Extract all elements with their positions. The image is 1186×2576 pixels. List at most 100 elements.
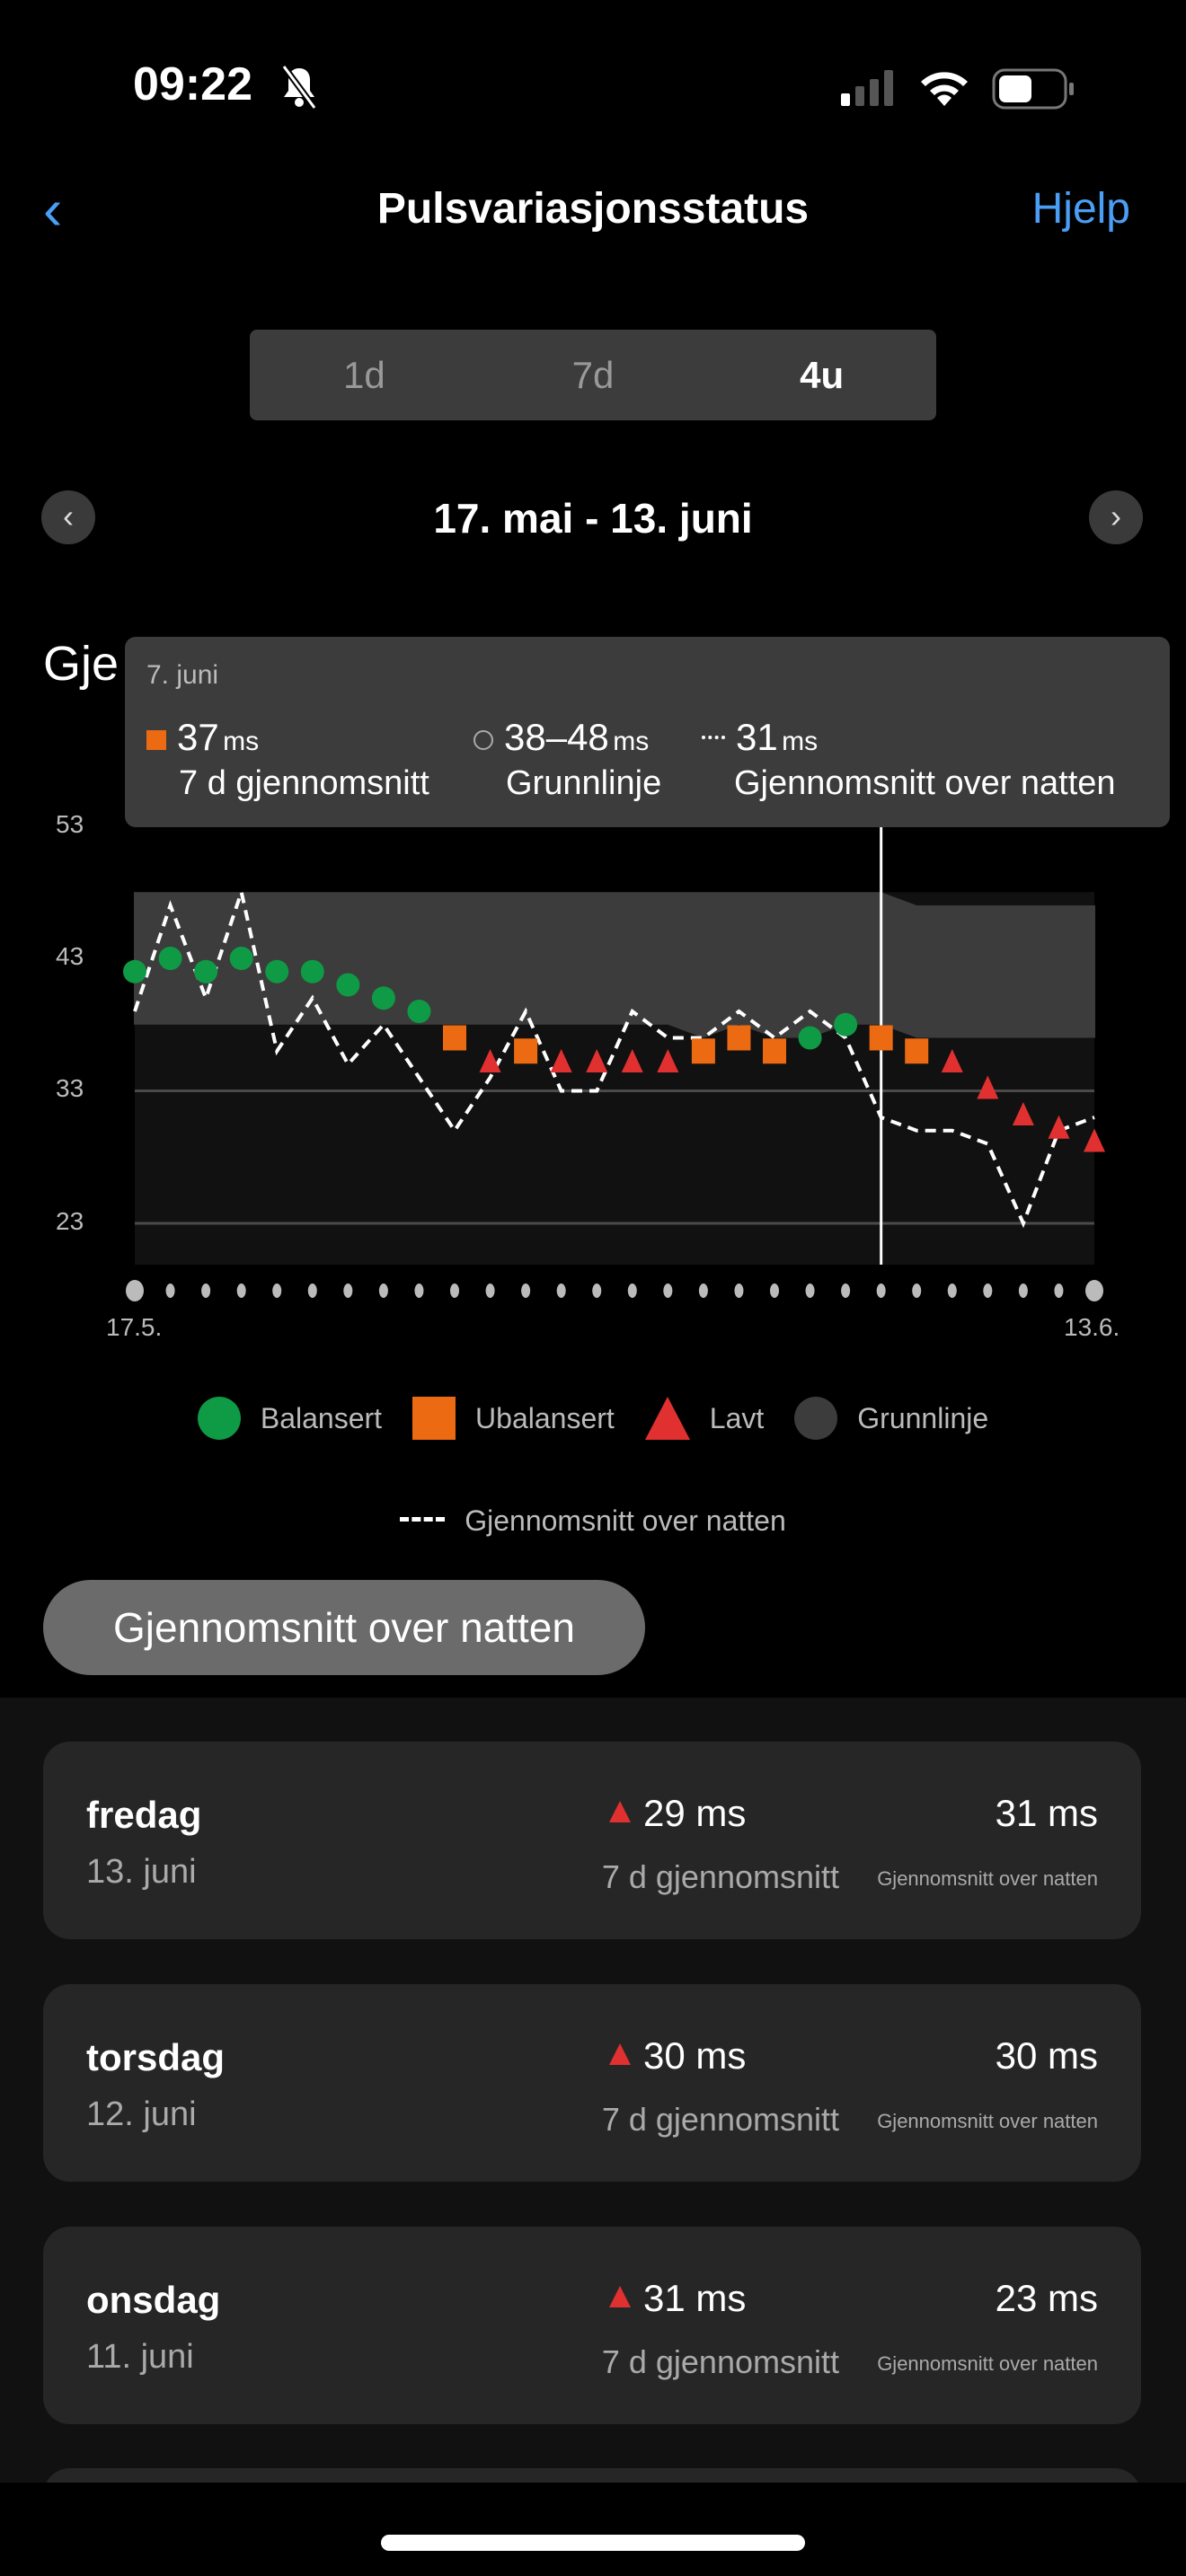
unbalanced-point	[691, 1038, 715, 1064]
tab-7d[interactable]: 7d	[571, 354, 615, 396]
x-axis-dot	[485, 1284, 495, 1298]
low-point	[1048, 1115, 1070, 1139]
x-axis-dot	[556, 1284, 566, 1298]
x-axis-dot	[770, 1284, 779, 1298]
unbalanced-point	[514, 1038, 538, 1064]
x-axis-dot	[201, 1284, 211, 1298]
square-icon	[146, 730, 166, 750]
x-axis-dot	[1054, 1284, 1064, 1298]
date-range: 17. mai - 13. juni	[433, 495, 753, 542]
balanced-point	[336, 973, 360, 997]
balanced-point	[194, 959, 218, 984]
circle-icon	[197, 1397, 241, 1440]
balanced-point	[407, 1000, 431, 1023]
balanced-point	[834, 1012, 858, 1037]
daily-list: fredag 13. juni 29 ms 7 d gjennomsnitt 31…	[0, 1698, 1186, 2483]
x-axis-dot	[663, 1284, 673, 1298]
triangle-icon	[609, 1801, 631, 1822]
y-tick-label: 43	[56, 942, 84, 970]
circle-icon	[794, 1397, 838, 1440]
chevron-left-icon: ‹	[63, 498, 74, 534]
x-axis-dot	[805, 1284, 815, 1298]
tooltip-overnight: 31 ms Gjennomsnitt over natten	[702, 716, 1116, 803]
tooltip-date: 7. juni	[146, 660, 219, 690]
balanced-point	[798, 1026, 822, 1050]
x-axis-dot	[876, 1284, 886, 1298]
legend-low: Lavt	[644, 1397, 764, 1440]
balanced-point	[123, 959, 146, 984]
unbalanced-point	[727, 1025, 751, 1051]
legend-balanced: Balansert	[197, 1397, 382, 1440]
x-axis-dot	[126, 1280, 144, 1301]
low-point	[1012, 1102, 1034, 1125]
chart-legend: Balansert Ubalansert Lavt Grunnlinje	[0, 1397, 1186, 1440]
battery-icon	[992, 68, 1074, 110]
x-axis-dot	[343, 1284, 353, 1298]
tooltip-avg: 37 ms 7 d gjennomsnitt	[146, 716, 429, 803]
balanced-point	[300, 959, 324, 984]
x-axis-dot	[1085, 1280, 1103, 1301]
x-axis-dot	[841, 1284, 851, 1298]
chart-tooltip: 7. juni 37 ms 7 d gjennomsnitt 38–48 ms …	[125, 637, 1170, 827]
overnight-line	[133, 885, 1095, 1229]
y-tick-label: 53	[56, 810, 84, 838]
legend-baseline: Grunnlinje	[794, 1397, 988, 1440]
dashed-line-icon	[400, 1517, 446, 1522]
triangle-icon	[644, 1397, 690, 1440]
bell-slash-icon	[281, 64, 317, 110]
overnight-average-button[interactable]: Gjennomsnitt over natten	[43, 1580, 645, 1675]
unbalanced-point	[763, 1038, 786, 1064]
tooltip-baseline: 38–48 ms Grunnlinje	[474, 716, 661, 803]
unbalanced-point	[905, 1038, 929, 1064]
x-axis-dot	[912, 1284, 922, 1298]
list-item[interactable]: torsdag 12. juni 30 ms 7 d gjennomsnitt 3…	[43, 1984, 1141, 2182]
signal-icon	[841, 70, 893, 106]
x-axis-dot	[307, 1284, 317, 1298]
dotted-line-icon	[702, 736, 725, 739]
x-axis-dot	[272, 1284, 282, 1298]
y-tick-label: 33	[56, 1074, 84, 1102]
tab-4u[interactable]: 4u	[800, 354, 845, 396]
low-point	[657, 1049, 679, 1072]
period-segmented-control: 1d 7d 4u	[250, 330, 936, 420]
list-item[interactable]	[43, 2468, 1141, 2483]
low-point	[586, 1049, 608, 1072]
x-axis-dot	[734, 1284, 744, 1298]
low-point	[479, 1049, 501, 1072]
triangle-icon	[609, 2286, 631, 2307]
balanced-point	[158, 947, 182, 970]
low-point	[977, 1075, 999, 1099]
x-axis-dot	[627, 1284, 637, 1298]
back-button[interactable]: ‹	[43, 176, 62, 243]
x-axis-dot	[592, 1284, 602, 1298]
circle-icon	[474, 730, 493, 750]
triangle-icon	[609, 2043, 631, 2065]
low-point	[621, 1049, 643, 1072]
low-point	[941, 1049, 963, 1072]
x-axis-dot	[378, 1284, 388, 1298]
section-title: Gje	[43, 637, 119, 691]
next-period-button[interactable]: ›	[1089, 490, 1143, 544]
square-icon	[412, 1397, 456, 1440]
x-tick-label: 17.5.	[106, 1313, 163, 1341]
home-indicator[interactable]	[381, 2535, 805, 2551]
balanced-point	[371, 986, 395, 1010]
x-axis-dot	[521, 1284, 531, 1298]
y-tick-label: 23	[56, 1207, 84, 1235]
previous-period-button[interactable]: ‹	[41, 490, 95, 544]
x-axis-dot	[698, 1284, 708, 1298]
hrv-chart[interactable]	[0, 790, 1186, 1347]
legend-overnight: Gjennomsnitt over natten	[0, 1504, 1186, 1538]
chevron-left-icon: ‹	[43, 177, 63, 242]
list-item[interactable]: fredag 13. juni 29 ms 7 d gjennomsnitt 31…	[43, 1742, 1141, 1939]
list-item[interactable]: onsdag 11. juni 31 ms 7 d gjennomsnitt 23…	[43, 2227, 1141, 2424]
help-link[interactable]: Hjelp	[1031, 185, 1130, 233]
balanced-point	[229, 947, 253, 970]
page-title: Pulsvariasjonsstatus	[376, 185, 810, 233]
x-axis-dot	[947, 1284, 957, 1298]
unbalanced-point	[869, 1025, 893, 1051]
tab-1d[interactable]: 1d	[342, 354, 385, 396]
unbalanced-point	[443, 1025, 466, 1051]
x-axis-dot	[450, 1284, 459, 1298]
x-tick-label: 13.6.	[1064, 1313, 1120, 1341]
